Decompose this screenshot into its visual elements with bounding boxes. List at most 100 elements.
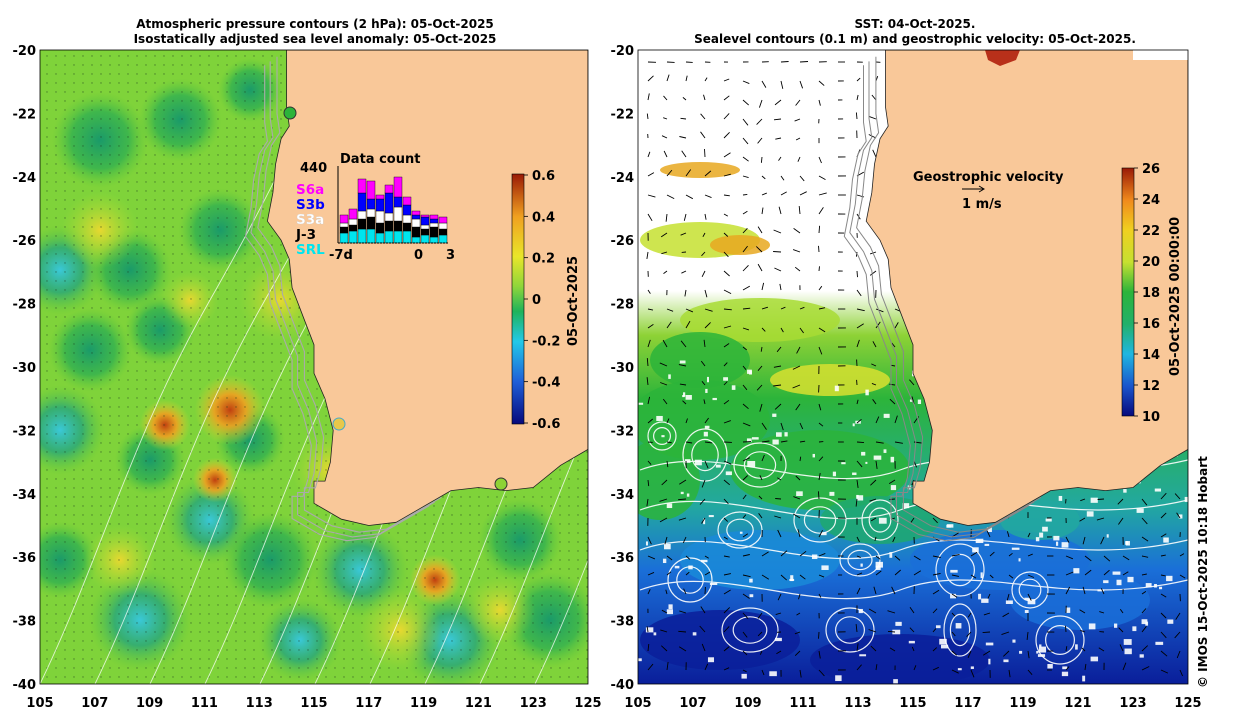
colorbar-tick-label: 0.2 [532, 252, 555, 267]
data-count-bar [393, 176, 403, 198]
data-count-bar [339, 214, 349, 224]
data-count-bar [393, 206, 403, 222]
velocity-legend-title: Geostrophic velocity [913, 170, 1064, 185]
latitude-tick-label: -34 [13, 488, 37, 503]
data-count-bar [393, 230, 403, 244]
data-count-bar [411, 210, 421, 216]
longitude-tick-label: 115 [300, 696, 327, 711]
data-count-bar [357, 218, 367, 230]
longitude-tick-label: 117 [355, 696, 382, 711]
longitude-tick-label: 123 [1119, 696, 1146, 711]
left-map-area [40, 50, 588, 684]
colorbar-tick-label: 12 [1142, 379, 1160, 394]
longitude-tick-label: 113 [246, 696, 273, 711]
satellite-label: S3a [296, 212, 324, 228]
latitude-tick-label: -26 [611, 234, 635, 249]
data-count-bar [402, 196, 412, 206]
data-count-bar [384, 212, 394, 222]
data-count-bar [402, 204, 412, 216]
data-count-bar [357, 178, 367, 194]
latitude-tick-label: -24 [611, 171, 635, 186]
data-count-bar [429, 222, 439, 228]
data-count-total: 440 [300, 161, 327, 176]
sealevel-contours [639, 421, 1188, 665]
latitude-tick-label: -22 [13, 107, 37, 122]
longitude-tick-label: 121 [465, 696, 492, 711]
data-count-bar [402, 222, 412, 232]
longitude-tick-label: 105 [624, 696, 651, 711]
data-count-bar [375, 222, 385, 234]
colorbar-tick-label: 0.6 [532, 169, 555, 184]
tide-gauge-marker [332, 417, 346, 431]
longitude-tick-label: 107 [81, 696, 108, 711]
geostrophic-velocity-arrows [646, 61, 1186, 678]
latitude-tick-label: -20 [13, 44, 37, 59]
latitude-tick-label: -28 [611, 298, 635, 313]
data-count-bar [357, 192, 367, 212]
data-count-bar [348, 230, 358, 244]
latitude-tick-label: -22 [611, 107, 635, 122]
colorbar-tick-label: 0.4 [532, 210, 555, 225]
right-title-line1: SST: 04-Oct-2025. [854, 17, 976, 31]
longitude-tick-label: 123 [520, 696, 547, 711]
data-count-bar [366, 216, 376, 230]
data-count-bar [375, 232, 385, 244]
sla-colorbar [511, 173, 525, 425]
longitude-tick-label: 125 [1174, 696, 1201, 711]
left-title-line2: Isostatically adjusted sea level anomaly… [133, 32, 497, 46]
data-count-bar [339, 226, 349, 234]
data-count-bar [339, 222, 349, 228]
data-count-bar [438, 216, 448, 224]
latitude-tick-label: -32 [611, 424, 635, 439]
colorbar-tick-label: -0.6 [532, 417, 560, 432]
latitude-tick-label: -30 [13, 361, 37, 376]
tide-gauge-marker [494, 477, 508, 491]
satellite-label: J-3 [295, 227, 316, 243]
data-count-bar [366, 198, 376, 210]
latitude-tick-label: -28 [13, 298, 37, 313]
longitude-tick-label: 121 [1064, 696, 1091, 711]
data-count-bar [429, 218, 439, 224]
latitude-tick-label: -34 [611, 488, 635, 503]
data-count-bar [384, 230, 394, 244]
data-count-bar [384, 220, 394, 232]
data-count-bar [420, 234, 430, 244]
australia-land-left [266, 50, 588, 526]
map-axis-ticks: 105 105 107 107 109 109 111 111 113 113 115 115 117 1… [13, 44, 1202, 711]
longitude-tick-label: 119 [410, 696, 437, 711]
colorbar-tick-label: 20 [1142, 255, 1160, 270]
longitude-tick-label: 119 [1009, 696, 1036, 711]
sst-colorbar [1121, 167, 1135, 417]
data-count-bar [420, 224, 430, 230]
sst-colorbar-ticks: 26 24 22 20 18 16 14 12 10 [1134, 162, 1160, 425]
longitude-tick-label: 109 [734, 696, 761, 711]
colorbar-tick-label: 24 [1142, 193, 1160, 208]
sst-patches [638, 162, 1150, 684]
warm-sst-patch [985, 50, 1020, 66]
data-count-bar [420, 228, 430, 236]
latitude-tick-label: -32 [13, 424, 37, 439]
latitude-tick-label: -38 [13, 615, 37, 630]
colorbar-tick-label: 16 [1142, 317, 1160, 332]
data-count-bar [402, 214, 412, 224]
longitude-tick-label: 111 [789, 696, 816, 711]
longitude-tick-label: 105 [26, 696, 53, 711]
data-count-bar [366, 208, 376, 218]
data-count-bar [375, 210, 385, 224]
data-count-bar [384, 192, 394, 214]
latitude-tick-label: -30 [611, 361, 635, 376]
satellite-label: S6a [296, 182, 324, 198]
colorbar-tick-label: 18 [1142, 286, 1160, 301]
colorbar-tick-label: -0.4 [532, 376, 560, 391]
data-count-bar [339, 232, 349, 244]
longitude-tick-label: 111 [191, 696, 218, 711]
data-count-title: Data count [340, 152, 420, 167]
copyright-notice: © IMOS 15-Oct-2025 10:18 Hobart [1196, 456, 1210, 688]
longitude-tick-label: 113 [844, 696, 871, 711]
data-count-bar [348, 218, 358, 226]
right-map-frame [637, 49, 1189, 685]
data-count-bar [411, 214, 421, 220]
longitude-tick-label: 117 [954, 696, 981, 711]
colorbar-tick-label: 14 [1142, 348, 1160, 363]
